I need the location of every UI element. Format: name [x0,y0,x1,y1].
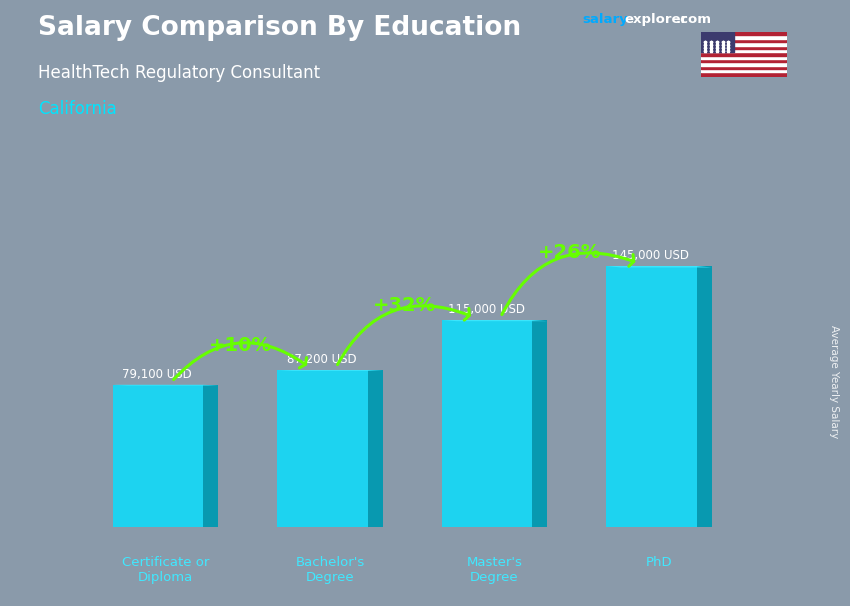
FancyArrowPatch shape [173,343,307,379]
Text: 145,000 USD: 145,000 USD [612,249,689,262]
Text: Bachelor's
Degree: Bachelor's Degree [296,556,365,584]
Text: HealthTech Regulatory Consultant: HealthTech Regulatory Consultant [38,64,320,82]
Text: Master's
Degree: Master's Degree [467,556,523,584]
Polygon shape [277,370,382,371]
Bar [277,370,368,527]
Text: Salary Comparison By Education: Salary Comparison By Education [38,15,521,41]
FancyArrowPatch shape [337,306,469,365]
Text: 87,200 USD: 87,200 USD [287,353,357,367]
Text: .com: .com [676,13,711,26]
Polygon shape [697,266,711,527]
FancyArrowPatch shape [502,253,634,315]
Bar [442,320,532,527]
Text: +26%: +26% [538,243,601,262]
Text: California: California [38,100,117,118]
Text: Average Yearly Salary: Average Yearly Salary [829,325,839,438]
Text: +32%: +32% [373,296,436,315]
Text: 115,000 USD: 115,000 USD [448,304,524,316]
Text: explorer: explorer [625,13,688,26]
Bar [113,385,203,527]
Polygon shape [442,320,547,321]
Text: salary: salary [582,13,628,26]
Polygon shape [532,320,547,527]
Bar [606,266,697,527]
Polygon shape [606,266,711,267]
Text: +10%: +10% [209,336,272,355]
Polygon shape [203,385,218,527]
Polygon shape [368,370,382,527]
Text: PhD: PhD [646,556,672,568]
Text: 79,100 USD: 79,100 USD [122,368,192,381]
Text: Certificate or
Diploma: Certificate or Diploma [122,556,209,584]
